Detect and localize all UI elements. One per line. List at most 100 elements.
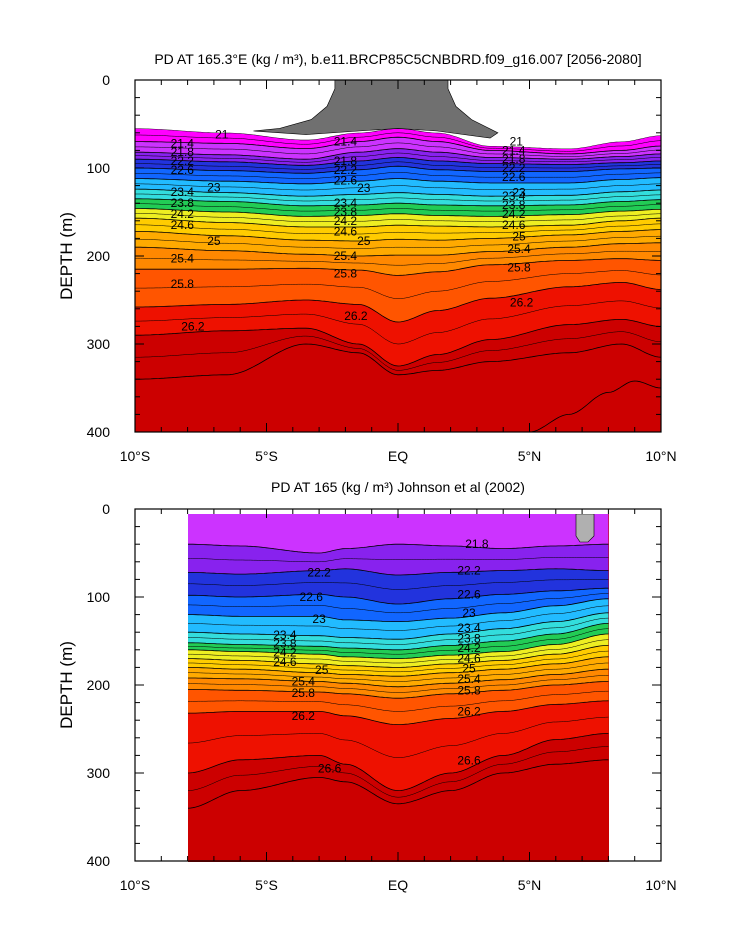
contour-line-minor — [135, 193, 661, 202]
top-y-axis-label: DEPTH (m) — [57, 212, 76, 300]
bottom-gray-notch — [575, 514, 595, 543]
contour-label: 23 — [207, 180, 221, 194]
contour-line-22.2 — [188, 568, 609, 576]
contour-line-minor — [135, 235, 661, 249]
contour-line-minor — [135, 172, 661, 179]
contour-label: 23.8 — [171, 196, 195, 210]
contour-label: 24.6 — [502, 218, 526, 232]
bottom-xtick-label-4: 10°N — [645, 877, 676, 893]
contour-label: 26.2 — [344, 309, 368, 323]
contour-label: 22.6 — [457, 587, 481, 601]
contour-line-25.4 — [135, 242, 661, 257]
top-xtick-label-1: 5°S — [255, 448, 278, 464]
contour-line-25.8 — [135, 258, 661, 276]
contour-label: 25.4 — [507, 242, 531, 256]
bottom-axis-ticks — [134, 508, 662, 862]
contour-line-25.4 — [188, 668, 609, 688]
contour-line-24.2 — [188, 633, 609, 659]
contour-line-24.6 — [135, 217, 661, 228]
contour-label: 21.8 — [502, 152, 526, 166]
contour-line-21.8 — [135, 148, 661, 160]
contour-line-minor — [135, 152, 661, 163]
bottom-plot-area — [188, 514, 609, 862]
contour-label: 25 — [357, 234, 371, 248]
contour-label: 25.8 — [171, 277, 195, 291]
contour-line-25.8 — [188, 681, 609, 699]
contour-line-minor — [135, 161, 661, 170]
top-contour-lines — [135, 127, 661, 432]
bottom-xtick-label-1: 5°S — [255, 877, 278, 893]
contour-label: 21.8 — [334, 154, 358, 168]
contour-label: 24.6 — [171, 218, 195, 232]
contour-label: 22.2 — [334, 163, 358, 177]
contour-label: 22.2 — [307, 565, 331, 579]
bottom-ytick-label-4: 400 — [87, 853, 111, 869]
contour-line-minor — [135, 223, 661, 235]
contour-label: 21.4 — [334, 135, 358, 149]
contour-line-minor — [188, 557, 609, 563]
contour-line-23 — [135, 177, 661, 185]
top-xtick-label-2: EQ — [388, 448, 408, 464]
contour-line-minor — [188, 579, 609, 590]
contour-label: 25.4 — [171, 252, 195, 266]
top-contour-bands — [135, 80, 661, 432]
contour-label: 26.2 — [292, 709, 316, 723]
bottom-chart-panel: PD AT 165 (kg / m³) Johnson et al (2002)… — [57, 479, 677, 893]
top-chart-title: PD AT 165.3°E (kg / m³), b.e11.BRCP85C5C… — [154, 51, 641, 67]
bottom-ytick-label-1: 100 — [87, 589, 111, 605]
contour-label: 25 — [512, 230, 526, 244]
contour-label: 26.6 — [457, 754, 481, 768]
contour-label: 24.6 — [334, 224, 358, 238]
contour-line-minor — [135, 142, 661, 157]
contour-line-minor — [135, 300, 661, 345]
contour-line-minor — [188, 605, 609, 631]
bottom-xtick-label-3: 5°N — [518, 877, 542, 893]
contour-label: 23.4 — [171, 185, 195, 199]
bottom-ytick-label-3: 300 — [87, 765, 111, 781]
contour-label: 25.8 — [507, 260, 531, 274]
contour-label: 24.2 — [502, 207, 526, 221]
contour-label: 21.4 — [502, 143, 526, 157]
contour-label: 23.4 — [502, 189, 526, 203]
contour-line-24.6 — [188, 645, 609, 668]
contour-line-minor — [188, 617, 609, 645]
contour-label: 23.4 — [273, 628, 297, 642]
bottom-contour-bands — [188, 514, 609, 861]
contour-line-23 — [188, 598, 609, 622]
contour-label: 23 — [357, 181, 371, 195]
contour-label: 25.8 — [292, 686, 316, 700]
contour-label: 25.4 — [292, 675, 316, 689]
contour-line-27 — [529, 380, 661, 432]
contour-label: 24.6 — [273, 655, 297, 669]
bottom-ytick-label-0: 0 — [102, 501, 110, 517]
contour-band-26.8 — [188, 759, 609, 861]
contour-line-23.8 — [188, 623, 609, 651]
contour-line-22.6 — [135, 165, 661, 174]
contour-label: 25.8 — [334, 267, 358, 281]
contour-line-minor — [188, 746, 609, 798]
contour-label: 23.4 — [334, 196, 358, 210]
contour-line-26.8 — [188, 759, 609, 809]
contour-label: 24.2 — [334, 214, 358, 228]
contour-line-minor — [135, 183, 661, 191]
bottom-x-tick-labels: 10°S 5°S EQ 5°N 10°N — [120, 877, 677, 893]
top-xtick-label-0: 10°S — [120, 448, 151, 464]
top-ytick-label-0: 0 — [102, 72, 110, 88]
top-y-tick-labels: 0 100 200 300 400 — [87, 72, 111, 440]
contour-line-minor — [188, 716, 609, 758]
contour-label: 22.2 — [457, 564, 481, 578]
contour-line-23.8 — [135, 198, 661, 207]
bottom-xtick-label-0: 10°S — [120, 877, 151, 893]
contour-label: 25.4 — [457, 672, 481, 686]
top-xtick-label-4: 10°N — [645, 448, 676, 464]
contour-line-26.6 — [188, 733, 609, 792]
contour-line-21.4 — [135, 136, 661, 155]
contour-label: 21 — [215, 128, 229, 142]
contour-line-24.2 — [135, 208, 661, 217]
contour-label: 22.6 — [502, 170, 526, 184]
contour-label: 26.6 — [318, 762, 342, 776]
contour-line-minor — [135, 132, 661, 152]
contour-line-minor — [188, 662, 609, 682]
